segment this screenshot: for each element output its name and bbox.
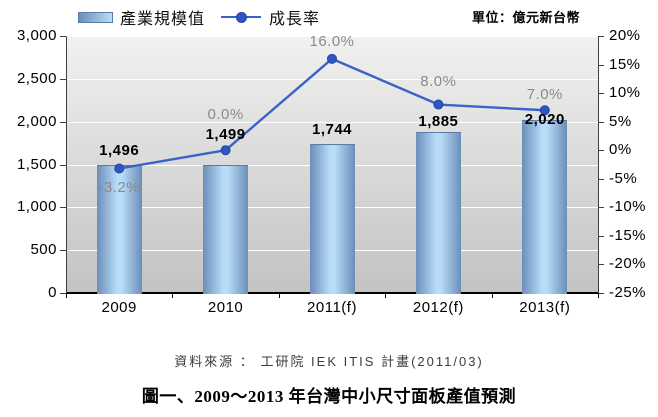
gridline [67,78,598,80]
right-axis-tick-label: 15% [609,55,641,73]
right-axis-tick-mark [598,207,604,209]
chart-legend: 產業規模值 成長率 [78,4,320,30]
left-axis-tick-mark [60,78,66,80]
x-axis-category-label: 2009 [101,299,137,316]
right-axis-tick-mark [598,150,604,152]
x-axis-category-label: 2011(f) [307,299,357,316]
left-axis-tick-label: 0 [48,284,57,301]
bar-2011(f) [309,143,355,294]
x-axis-category-label: 2013(f) [519,299,571,316]
bar-2012(f) [415,131,461,294]
x-axis-tick-mark [385,293,387,298]
x-axis-category-label: 2010 [207,299,244,316]
right-axis-tick-label: -15% [609,226,647,244]
growth-rate-label: 0.0% [207,106,244,124]
right-axis-tick-mark [598,178,604,180]
right-axis-tick-mark [598,93,604,95]
bar-2013(f) [522,119,568,294]
figure-caption: 圖一、2009～2013 年台灣中小尺寸面板產值預測 [141,387,517,406]
right-axis-tick-label: 5% [609,112,632,130]
right-axis-tick-mark [598,264,604,266]
right-axis-tick-label: -20% [609,255,647,273]
left-axis-tick-mark [60,164,66,166]
bar-value-label: 1,499 [205,125,246,143]
left-axis-tick-label: 2,000 [16,112,57,130]
right-axis-tick-mark [598,293,604,294]
right-axis-tick-label: -10% [609,198,647,216]
left-axis-tick-label: 2,500 [16,69,57,87]
left-axis-tick-label: 3,000 [16,27,57,44]
bar-value-label: 1,496 [99,141,140,159]
growth-rate-label: 16.0% [309,32,355,50]
bar-value-label: 1,744 [311,120,353,138]
growth-rate-label: -3.2% [98,179,141,197]
x-axis-tick-mark [66,293,67,298]
x-axis-category-label: 2012(f) [412,299,464,316]
growth-rate-label: 8.0% [420,72,457,90]
right-axis-tick-label: 0% [609,141,632,159]
left-axis-tick-label: 500 [30,241,57,259]
left-axis-tick-mark [60,293,66,294]
growth-rate-label: 7.0% [526,86,563,104]
left-axis-tick-mark [60,36,66,37]
gridline [67,36,598,37]
right-axis-tick-label: -25% [609,284,647,301]
x-axis-tick-mark [598,293,599,298]
x-axis-tick-mark [491,293,493,298]
left-axis-tick-mark [60,121,66,123]
right-axis-tick-label: -5% [609,169,638,187]
left-axis-tick-label: 1,000 [16,198,57,216]
bar-value-label: 2,020 [524,110,565,128]
right-axis-tick-mark [598,235,604,237]
left-axis-tick-mark [60,207,66,209]
right-axis-tick-mark [598,36,604,37]
x-axis-tick-mark [278,293,280,298]
bar-series-legend-label: 產業規模值 [120,11,206,28]
source-note: 資料來源 ： 工研院 IEK ITIS 計畫(2011/03) [174,354,484,369]
right-axis-tick-mark [598,64,604,66]
line-series-marker-icon [221,12,262,23]
left-axis-tick-mark [60,250,66,252]
right-axis-tick-label: 10% [609,84,641,102]
bar-2010 [203,164,249,294]
bar-value-label: 1,885 [418,112,459,130]
bar-series-swatch-icon [78,11,113,23]
left-axis-tick-label: 1,500 [16,155,57,173]
right-axis-tick-mark [598,121,604,123]
right-axis-tick-label: 20% [609,27,641,44]
x-axis-tick-mark [172,293,174,298]
line-series-legend-label: 成長率 [269,11,321,28]
unit-label: 單位：億元新台幣 [472,10,581,25]
